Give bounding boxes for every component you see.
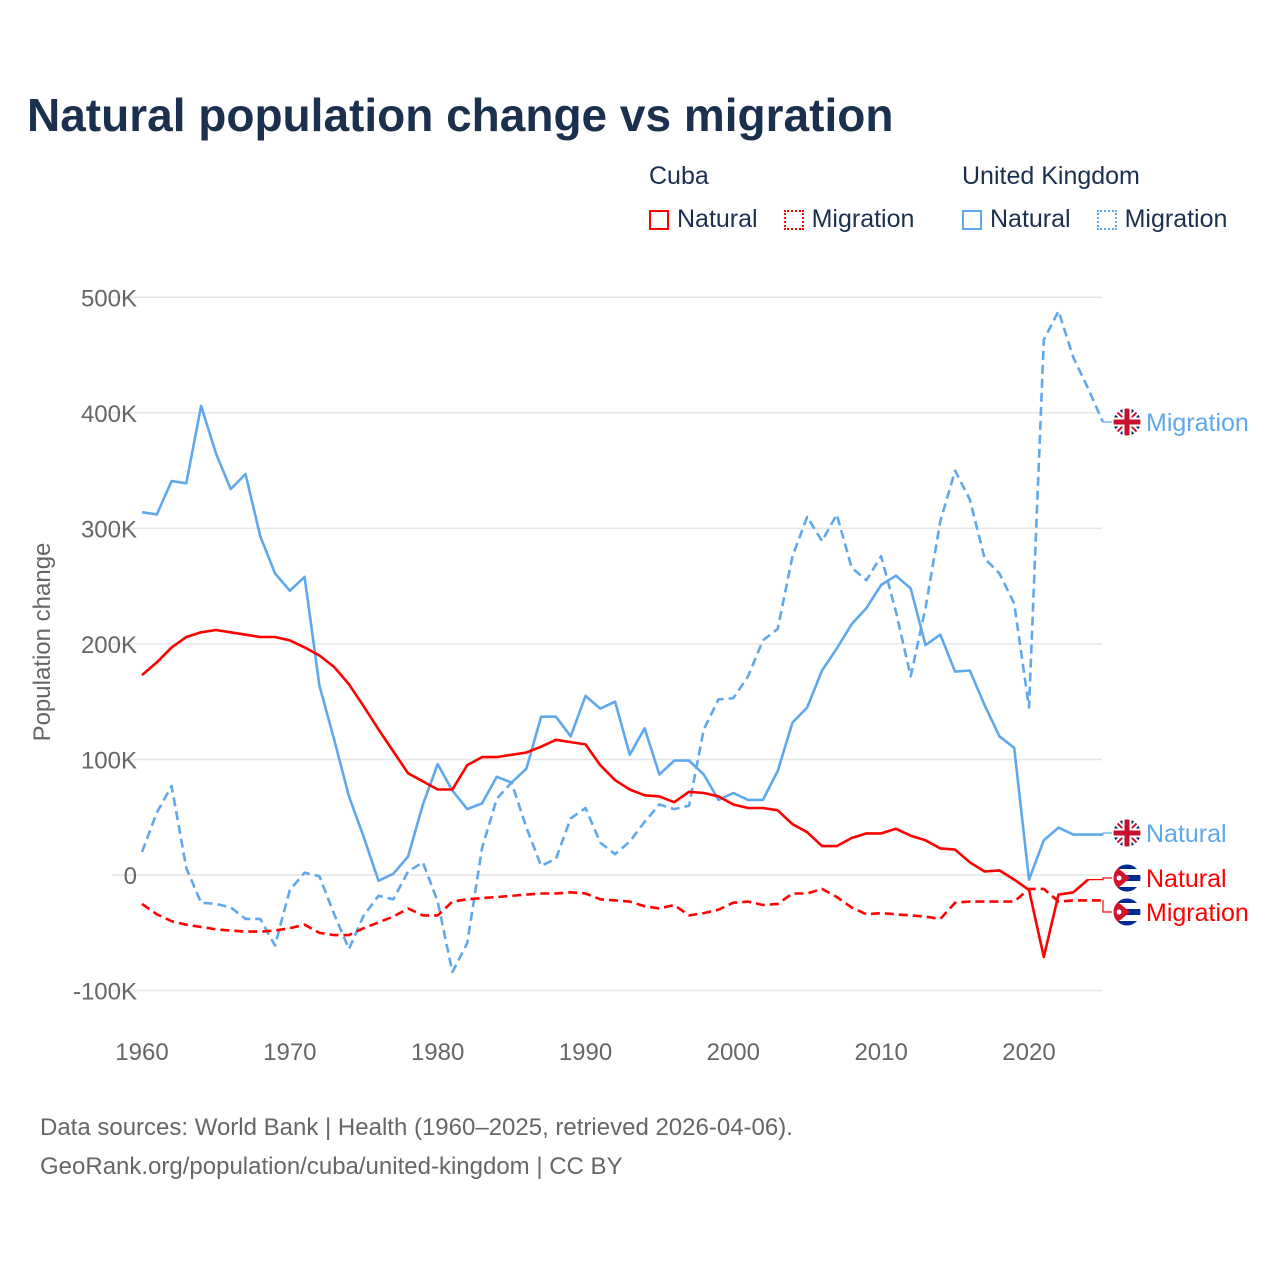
series-line-cuba-natural [141,628,1089,959]
flag-border [1112,897,1142,927]
x-tick-label: 2020 [1002,1039,1055,1066]
flag-stripe [1113,864,1141,869]
legend-swatch-solid [962,209,982,230]
flag-border [1112,863,1142,893]
legend-swatch-solid [649,209,669,230]
series-line-united-kingdom-natural [141,404,1103,883]
y-axis-label: Population change [29,543,56,742]
legend-label: Natural [677,205,758,233]
flag-star [1116,875,1122,881]
flag-border [1112,818,1142,848]
y-tick-label: 100K [81,747,137,774]
label-connector [1102,832,1112,836]
x-tick-label: 1990 [559,1039,612,1066]
chart-title: Natural population change vs migration [27,89,894,141]
legend-swatch-dotted [783,209,804,230]
source-line-2[interactable]: GeoRank.org/population/cuba/united-kingd… [40,1153,623,1180]
flag-star [1116,909,1122,915]
legend-label: Migration [811,205,915,233]
legend-item-uk-natural[interactable]: Natural [962,205,1071,234]
flag-cross-red [1113,408,1141,436]
label-connector [1102,899,1112,913]
y-tick-label: -100K [73,979,137,1006]
flag-border [1112,407,1142,437]
y-tick-label: 500K [81,285,137,312]
legend-group-title: Cuba [649,162,709,190]
legend-label: Migration [1124,205,1228,233]
uk-flag-icon [1112,407,1142,437]
flag-body [1113,864,1141,892]
legend-group-uk: United Kingdom Natural Migration [962,162,1227,234]
flag-cross-red [1113,819,1141,847]
series-end-label: Migration [1146,899,1249,927]
flag-stripe [1113,887,1141,892]
flag-body [1113,408,1141,436]
x-tick-label: 2000 [707,1039,760,1066]
cuba-flag-icon [1112,863,1142,893]
flag-stripe [1113,921,1141,926]
y-tick-label: 400K [81,401,137,428]
series-line-united-kingdom-migration [140,309,1105,974]
series-end-label: Natural [1146,865,1227,893]
legend-swatch-dotted [1096,209,1117,230]
x-tick-label: 1980 [411,1039,464,1066]
flag-stripe [1113,898,1141,903]
legend-label: Natural [990,205,1071,233]
source-note: Data sources: World Bank | Health (1960–… [40,1108,793,1186]
series-end-label: Natural [1146,820,1227,848]
x-tick-label: 2010 [854,1039,907,1066]
cuba-flag-icon [1112,897,1142,927]
legend-item-cuba-natural[interactable]: Natural [649,205,758,234]
x-tick-label: 1970 [263,1039,316,1066]
legend-group-cuba: Cuba Natural Migration [649,162,934,234]
y-tick-label: 300K [81,516,137,543]
series-end-label: Migration [1146,409,1249,437]
y-tick-label: 200K [81,632,137,659]
label-connector [1088,877,1112,881]
y-tick-label: 0 [124,863,137,890]
legend-group-title: United Kingdom [962,162,1140,190]
uk-flag-icon [1112,818,1142,848]
flag-body [1113,898,1141,926]
series-line-cuba-migration [141,887,1103,937]
x-tick-label: 1960 [115,1039,168,1066]
legend-item-cuba-migration[interactable]: Migration [783,205,915,234]
source-line-1: Data sources: World Bank | Health (1960–… [40,1114,793,1141]
flag-body [1113,819,1141,847]
legend-item-uk-migration[interactable]: Migration [1096,205,1228,234]
